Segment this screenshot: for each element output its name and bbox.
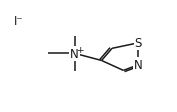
Text: N: N <box>134 59 142 72</box>
Text: +: + <box>76 46 84 54</box>
Text: N: N <box>70 47 79 60</box>
Text: I⁻: I⁻ <box>14 15 24 27</box>
Text: S: S <box>135 37 142 50</box>
